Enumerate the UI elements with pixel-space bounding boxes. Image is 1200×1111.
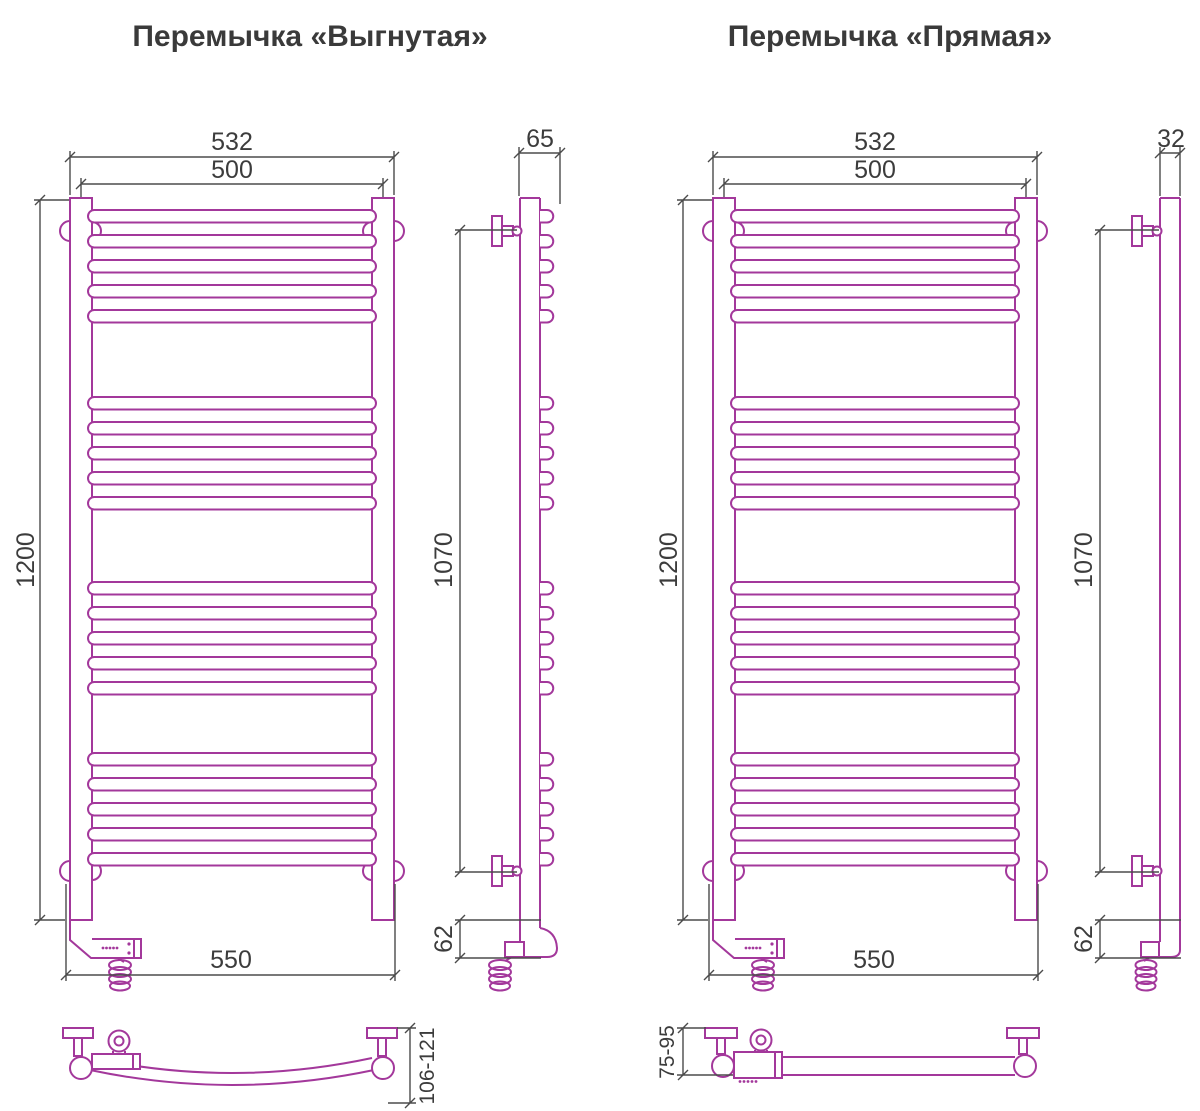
- dim-lines-depth-right: [1154, 147, 1186, 196]
- dim-outer-width-right: 532: [854, 128, 896, 156]
- dim-bottom-offset-right: 62: [1070, 925, 1098, 953]
- right-post-section-right: [1013, 1054, 1037, 1078]
- dim-height-right: 1200: [655, 532, 683, 588]
- dim-base-width-right: 550: [853, 946, 895, 974]
- dim-wall-offset-left: 106-121: [416, 1027, 439, 1104]
- wall-bracket-top-left: [491, 215, 523, 247]
- left-post-section-right: [711, 1054, 735, 1078]
- dim-lines-mount-height-left: [454, 224, 517, 878]
- right-variant-title: Перемычка «Прямая»: [728, 20, 1052, 53]
- dim-wall-offset-right: 75-95: [656, 1025, 679, 1079]
- dim-bottom-offset-left: 62: [430, 925, 458, 953]
- dim-outer-width-left: 532: [211, 128, 253, 156]
- wall-bracket-top-right: [1131, 215, 1163, 247]
- wall-brackets-top-view-right: [704, 1027, 1040, 1055]
- left-post-section: [69, 1056, 93, 1080]
- side-view-left: 65 1070 62: [430, 125, 566, 992]
- top-view-detail-left: 106-121: [62, 1022, 439, 1109]
- power-cable-coil-side-right: [1134, 956, 1158, 992]
- side-post-straight: [1159, 197, 1181, 958]
- dim-lines-wall-offset-left: [388, 1022, 416, 1109]
- power-cable-coil-side-left: [488, 956, 513, 992]
- wall-bracket-bottom-left: [491, 855, 523, 887]
- dim-inner-width-right: 500: [854, 156, 896, 184]
- dim-depth-right: 32: [1157, 125, 1185, 153]
- cable-gland-top-view-right: [749, 1028, 773, 1052]
- front-view-left: 532 500 1200 550: [12, 128, 404, 991]
- front-view-right: 532 500 1200 550: [655, 128, 1047, 991]
- dim-lines-bottom-offset-right: [1094, 914, 1181, 964]
- heater-vent-dots-top-view: [738, 1080, 758, 1083]
- dim-lines-mount-height-right: [1094, 224, 1159, 878]
- dim-base-width-left: 550: [210, 946, 252, 974]
- left-variant-title: Перемычка «Выгнутая»: [132, 20, 487, 53]
- left-variant: Перемычка «Выгнутая» 532 500 1200 550: [12, 20, 566, 1109]
- dim-lines-bottom-offset-left: [454, 914, 541, 964]
- dim-mount-height-right: 1070: [1070, 532, 1098, 588]
- heater-box-top-view-left: [91, 1053, 141, 1070]
- dim-height-left: 1200: [12, 532, 40, 588]
- cable-gland-left: [504, 941, 525, 958]
- dim-inner-width-left: 500: [211, 156, 253, 184]
- wall-bracket-bottom-right: [1131, 855, 1163, 887]
- dim-lines-depth-left: [513, 147, 566, 204]
- cable-gland-right: [1140, 941, 1160, 958]
- cable-gland-top-view-left: [107, 1029, 131, 1055]
- dim-depth-left: 65: [526, 125, 554, 153]
- wall-brackets-top-view-left: [62, 1027, 398, 1057]
- side-view-right: 32 1070 62: [1070, 125, 1186, 992]
- top-view-detail-right: 75-95: [656, 1022, 1040, 1083]
- side-post-curved: [519, 197, 559, 958]
- right-variant: Перемычка «Прямая» 532 500 1200 550: [655, 20, 1186, 1083]
- dim-lines-wall-offset-right: [677, 1022, 733, 1081]
- dim-mount-height-left: 1070: [430, 532, 458, 588]
- right-post-section: [371, 1056, 395, 1080]
